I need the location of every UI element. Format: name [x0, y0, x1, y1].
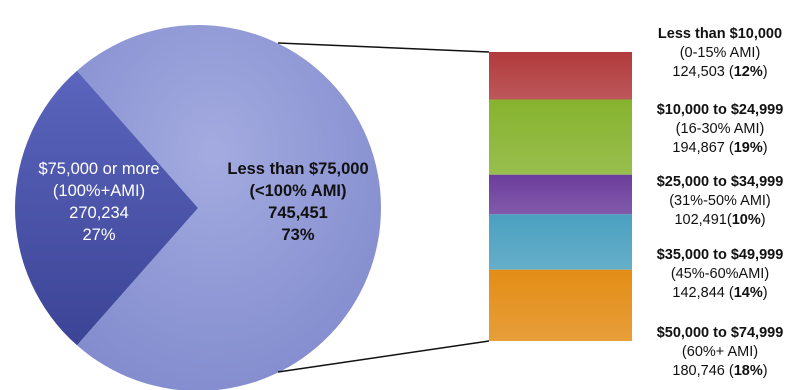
pie-label-75k-plus-sub: (100%+AMI): [52, 182, 146, 200]
seg-label-5: $50,000 to $74,999 (60%+ AMI) 180,746 (1…: [640, 324, 800, 381]
seg-label-3: $25,000 to $34,999 (31%-50% AMI) 102,491…: [640, 173, 800, 230]
seg-label-4-value: 142,844 (14%): [672, 285, 768, 301]
bar-segment-2: [489, 99, 632, 175]
bar-segment-4: [489, 214, 632, 270]
seg-label-3-title: $25,000 to $34,999: [656, 174, 784, 190]
pie-label-75k-plus: $75,000 or more (100%+AMI) 270,234 27%: [14, 158, 184, 246]
pie-label-under-75k-title: Less than $75,000: [227, 160, 369, 178]
seg-label-1: Less than $10,000 (0-15% AMI) 124,503 (1…: [640, 25, 800, 82]
pie-label-75k-plus-title: $75,000 or more: [38, 160, 160, 178]
pie-label-under-75k-count: 745,451: [268, 204, 328, 222]
seg-label-2-sub: (16-30% AMI): [675, 121, 765, 137]
seg-label-1-sub: (0-15% AMI): [679, 45, 761, 61]
seg-label-4: $35,000 to $49,999 (45%-60%AMI) 142,844 …: [640, 246, 800, 303]
seg-label-4-title: $35,000 to $49,999: [656, 247, 784, 263]
seg-label-2-value: 194,867 (19%): [672, 140, 768, 156]
seg-label-3-sub: (31%-50% AMI): [669, 193, 771, 209]
seg-label-1-title: Less than $10,000: [657, 26, 783, 42]
seg-label-3-value: 102,491(10%): [674, 212, 766, 228]
bar-segment-3: [489, 174, 632, 215]
pie-label-under-75k-pct: 73%: [281, 226, 315, 244]
pie-label-under-75k: Less than $75,000 (<100% AMI) 745,451 73…: [208, 158, 388, 246]
connector-line-top: [277, 42, 490, 53]
seg-label-2-title: $10,000 to $24,999: [656, 102, 784, 118]
bar-segment-5: [489, 269, 632, 341]
seg-label-2: $10,000 to $24,999 (16-30% AMI) 194,867 …: [640, 101, 800, 158]
pie-slice-75k-plus: [14, 70, 199, 346]
seg-label-5-value: 180,746 (18%): [672, 363, 768, 379]
seg-label-4-sub: (45%-60%AMI): [670, 266, 770, 282]
seg-label-1-value: 124,503 (12%): [672, 64, 768, 80]
bar-segment-1: [489, 52, 632, 100]
pie-label-under-75k-sub: (<100% AMI): [249, 182, 347, 200]
pie-label-75k-plus-pct: 27%: [82, 226, 116, 244]
seg-label-5-title: $50,000 to $74,999: [656, 325, 784, 341]
connector-line-bottom: [277, 340, 490, 373]
pie-label-75k-plus-count: 270,234: [69, 204, 129, 222]
seg-label-5-sub: (60%+ AMI): [681, 344, 759, 360]
pie-slice-under-75k: [76, 25, 381, 390]
